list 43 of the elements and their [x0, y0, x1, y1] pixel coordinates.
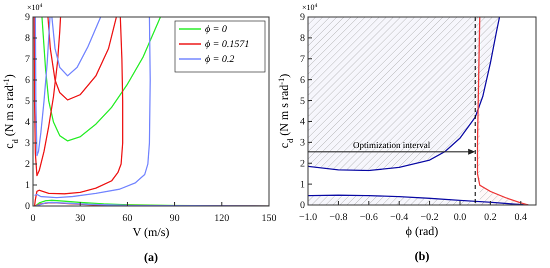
- y-tick-label: 5: [25, 96, 30, 108]
- y-tick-label: 2: [300, 158, 305, 170]
- y-tick-label: 7: [25, 54, 30, 66]
- y-tick-label: 8: [300, 33, 305, 44]
- x-tick-label: −0.8: [329, 212, 348, 223]
- y-tick-label: 1: [300, 179, 305, 190]
- y-tick-label: 4: [300, 116, 305, 128]
- x-tick-label: 90: [170, 213, 180, 224]
- text: (a): [144, 250, 158, 264]
- legend-label: ϕ = 0: [205, 24, 227, 35]
- x-tick-label: 0.2: [484, 212, 497, 223]
- legend-label: ϕ = 0.2: [205, 54, 234, 65]
- y-tick-label: 9: [25, 12, 30, 24]
- x-tick-label: −0.2: [420, 212, 439, 223]
- x-tick-label: 0.0: [454, 212, 466, 223]
- y-tick-label: 3: [300, 138, 305, 149]
- text: ×10$^{4}$: [27, 3, 43, 12]
- y-tick-label: 6: [25, 75, 30, 86]
- y-tick-label: 0: [300, 200, 305, 212]
- y-tick-label: 5: [300, 96, 305, 107]
- x-tick-label: 0.4: [514, 212, 528, 223]
- x-tick-label: −0.6: [360, 212, 378, 223]
- y-tick-label: 6: [300, 74, 305, 86]
- text: ×10$^{4}$: [302, 3, 318, 12]
- x-tick-label: −1.0: [298, 212, 318, 223]
- y-tick-label: 0: [25, 201, 30, 212]
- x-axis-title: V (m/s): [132, 225, 170, 239]
- x-tick-label: 30: [75, 213, 86, 224]
- text: (b): [414, 249, 430, 263]
- x-tick-label: −0.4: [390, 212, 408, 223]
- x-tick-label: 150: [262, 213, 276, 224]
- y-tick-label: 9: [300, 12, 305, 24]
- x-axis-title: ϕ (rad): [406, 224, 438, 238]
- y-tick-label: 7: [300, 54, 305, 65]
- y-tick-label: 4: [25, 117, 30, 128]
- y-tick-label: 8: [25, 33, 30, 44]
- x-tick-label: 60: [122, 213, 132, 224]
- y-tick-label: 3: [25, 138, 30, 150]
- y-tick-label: 1: [25, 180, 30, 192]
- x-tick-label: 120: [214, 213, 230, 224]
- y-tick-label: 2: [25, 159, 30, 170]
- annotation: Optimization interval: [352, 140, 431, 150]
- legend-label: ϕ = 0.1571: [205, 39, 250, 50]
